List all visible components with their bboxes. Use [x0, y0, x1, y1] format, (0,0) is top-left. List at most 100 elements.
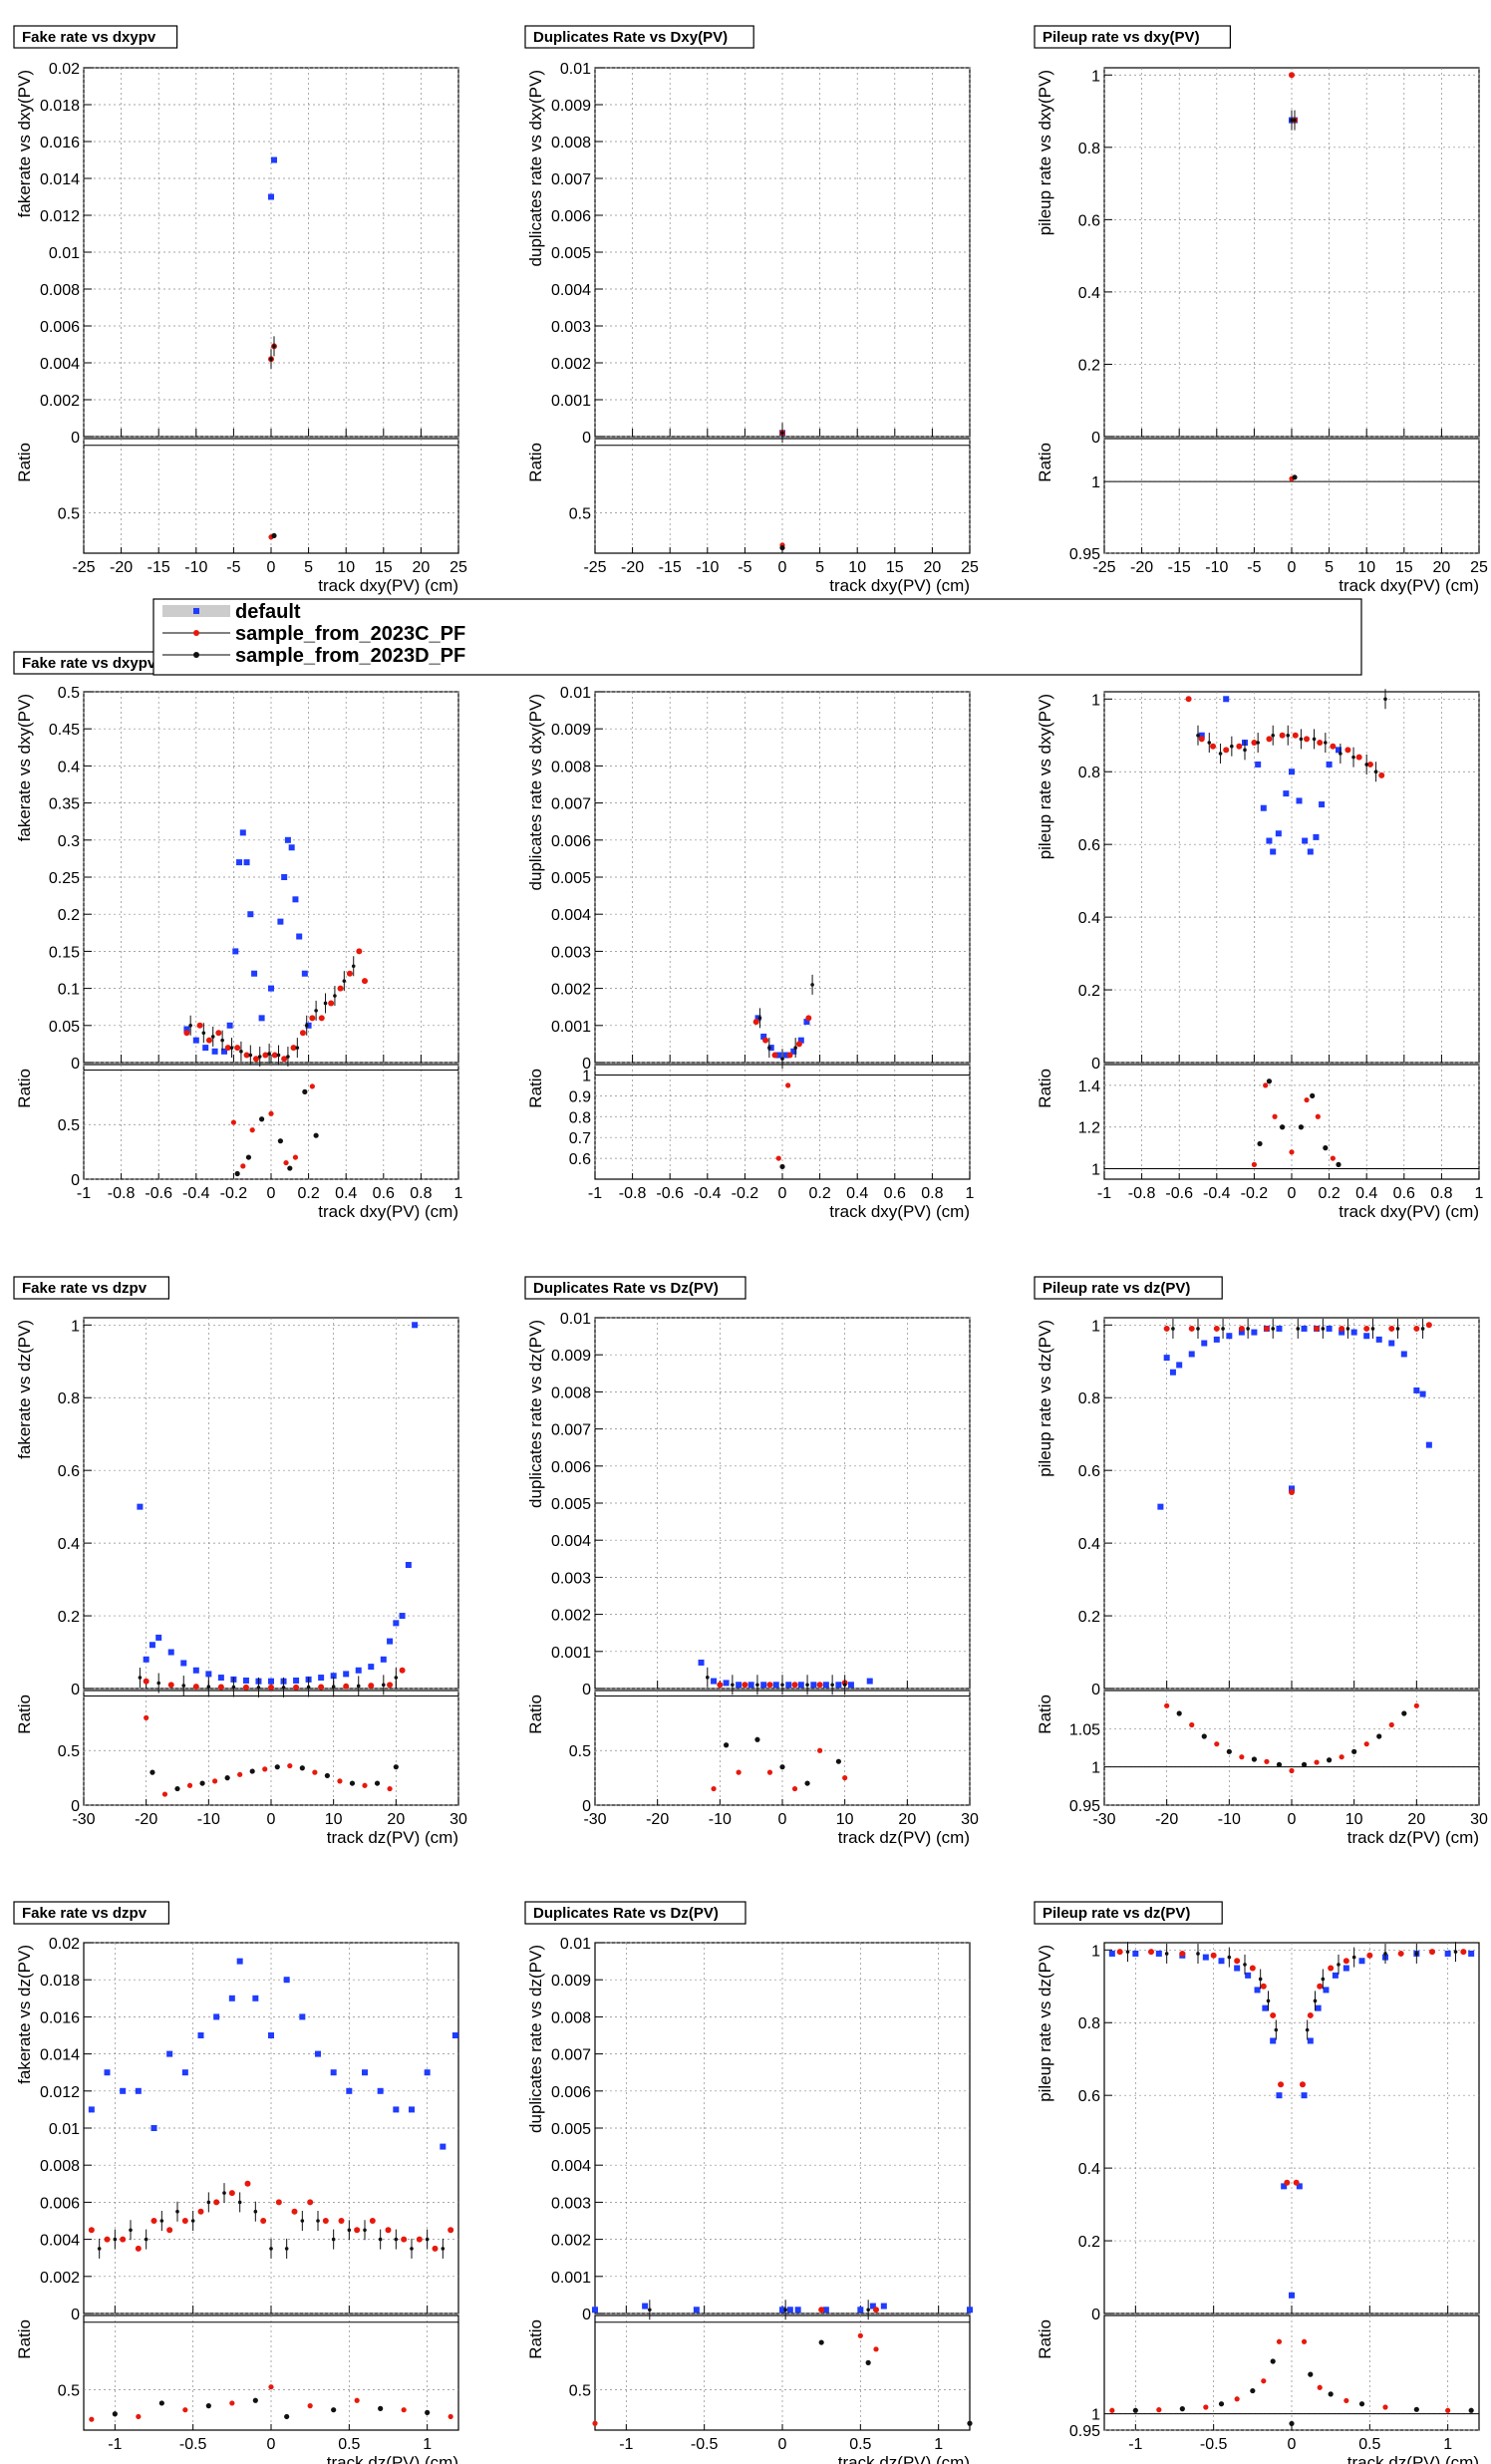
x-tick-label: 0: [778, 2436, 787, 2453]
y-tick-label: 0.4: [1078, 285, 1100, 302]
data-point-sample_from_2023C_PF: [1148, 1949, 1154, 1956]
data-point-sample_from_2023D_PF: [269, 357, 273, 362]
x-tick-label: -20: [1130, 559, 1153, 576]
ratio-point: [1343, 2397, 1349, 2404]
data-point-sample_from_2023D_PF: [757, 1016, 762, 1021]
data-point-sample_from_2023C_PF: [135, 2245, 142, 2252]
ratio-point: [337, 1778, 343, 1784]
data-point-default: [149, 1642, 155, 1649]
panel-title-text: Pileup rate vs dxy(PV): [1043, 29, 1200, 46]
y-axis-label: pileup rate vs dz(PV): [1036, 1945, 1054, 2102]
ratio-point: [1310, 1092, 1316, 1098]
data-point-sample_from_2023D_PF: [378, 2237, 383, 2242]
x-tick-label: 30: [961, 1811, 979, 1828]
data-point-sample_from_2023C_PF: [356, 948, 363, 955]
data-point-default: [377, 2087, 384, 2094]
panel-title: Duplicates Rate vs Dxy(PV): [524, 25, 754, 49]
ratio-point: [1250, 2387, 1256, 2394]
data-point-default: [252, 1995, 259, 2002]
data-point-sample_from_2023C_PF: [322, 2218, 329, 2224]
y-tick-label: 0.02: [49, 61, 80, 78]
data-point-default: [288, 844, 295, 851]
data-point-default: [1276, 2092, 1283, 2099]
ratio-point: [1263, 1082, 1269, 1088]
y-tick-label: 0.002: [40, 393, 80, 410]
data-point-sample_from_2023D_PF: [188, 1024, 192, 1028]
y-tick-label: 0.012: [40, 2084, 80, 2101]
data-point-sample_from_2023D_PF: [1164, 1952, 1169, 1956]
x-tick-label: 20: [898, 1811, 916, 1828]
y-tick-label: 0.05: [49, 1019, 80, 1036]
ratio-point: [1276, 2338, 1283, 2344]
x-tick-label: 25: [961, 559, 979, 576]
y-axis-label: duplicates rate vs dxy(PV): [526, 70, 545, 266]
data-point-sample_from_2023D_PF: [1221, 1327, 1225, 1331]
y-tick-label: 0.001: [551, 1645, 591, 1662]
ratio-point: [425, 2409, 431, 2416]
data-point-sample_from_2023C_PF: [1425, 1322, 1432, 1329]
x-tick-label: 0.2: [808, 1185, 830, 1202]
data-point-default: [1251, 1329, 1258, 1336]
ratio-tick-label: 1: [1091, 1162, 1100, 1179]
data-point-sample_from_2023C_PF: [1238, 1325, 1245, 1332]
y-tick-label: 0.02: [49, 1936, 80, 1953]
x-tick-label: -20: [110, 559, 133, 576]
data-point-sample_from_2023C_PF: [318, 1684, 325, 1691]
data-point-sample_from_2023C_PF: [1116, 1949, 1123, 1956]
data-point-sample_from_2023D_PF: [206, 2200, 211, 2205]
data-point-sample_from_2023D_PF: [113, 2237, 118, 2242]
data-point-default: [797, 1682, 804, 1689]
data-point-sample_from_2023C_PF: [1460, 1949, 1467, 1956]
data-point-default: [1301, 1325, 1308, 1332]
ratio-point: [349, 1780, 356, 1786]
ratio-point: [378, 2405, 384, 2411]
y-tick-label: 0.018: [40, 1973, 80, 1990]
x-tick-label: -5: [226, 559, 240, 576]
data-point-default: [711, 1678, 718, 1685]
ratio-point: [1156, 2407, 1162, 2413]
data-point-default: [412, 1322, 419, 1329]
data-point-sample_from_2023D_PF: [239, 1050, 243, 1054]
data-point-default: [1332, 1972, 1339, 1979]
ratio-tick-label: 0.5: [58, 2382, 80, 2399]
data-point-sample_from_2023C_PF: [1249, 1965, 1256, 1972]
data-point-default: [242, 1677, 249, 1684]
data-point-default: [803, 1019, 810, 1026]
x-tick-label: 0: [778, 1811, 787, 1828]
y-axis-label: fakerate vs dz(PV): [15, 1945, 34, 2084]
data-point-sample_from_2023D_PF: [1207, 741, 1212, 745]
ratio-plot-frame: [83, 1690, 459, 1806]
ratio-axis-label: Ratio: [15, 1694, 34, 1734]
x-axis-label: track dxy(PV) (cm): [1339, 1202, 1479, 1221]
x-tick-label: 0.5: [849, 2436, 871, 2453]
data-point-default: [243, 859, 250, 866]
data-point-sample_from_2023D_PF: [1258, 1977, 1263, 1982]
ratio-point: [1214, 1741, 1220, 1747]
data-point-default: [301, 970, 308, 977]
panel-title-box: [1034, 1901, 1223, 1925]
ratio-point: [1292, 474, 1298, 480]
ratio-tick-label: 0.95: [1069, 546, 1100, 563]
data-point-sample_from_2023C_PF: [346, 970, 353, 977]
panel-title-box: [1034, 1276, 1223, 1300]
data-point-default: [754, 1015, 761, 1022]
x-tick-label: 0.6: [1393, 1185, 1415, 1202]
y-tick-label: 0: [582, 1682, 591, 1698]
data-point-default: [1255, 761, 1262, 768]
data-point-default: [451, 2032, 458, 2038]
data-point-default: [1223, 696, 1230, 703]
data-point-sample_from_2023C_PF: [291, 2208, 298, 2215]
data-point-sample_from_2023C_PF: [354, 2227, 361, 2234]
y-tick-label: 1: [1091, 68, 1100, 85]
x-tick-label: 1: [1443, 2436, 1452, 2453]
y-tick-label: 1: [1091, 1943, 1100, 1960]
data-point-sample_from_2023C_PF: [816, 1682, 823, 1689]
y-axis-label: fakerate vs dxy(PV): [15, 70, 34, 217]
data-point-sample_from_2023D_PF: [1293, 118, 1297, 123]
x-tick-label: -20: [621, 559, 644, 576]
data-point-sample_from_2023D_PF: [810, 983, 814, 987]
data-point-default: [1301, 2092, 1308, 2099]
data-point-sample_from_2023C_PF: [217, 1684, 224, 1691]
ratio-tick-label: 0.7: [569, 1130, 591, 1147]
ratio-point: [791, 1785, 798, 1792]
